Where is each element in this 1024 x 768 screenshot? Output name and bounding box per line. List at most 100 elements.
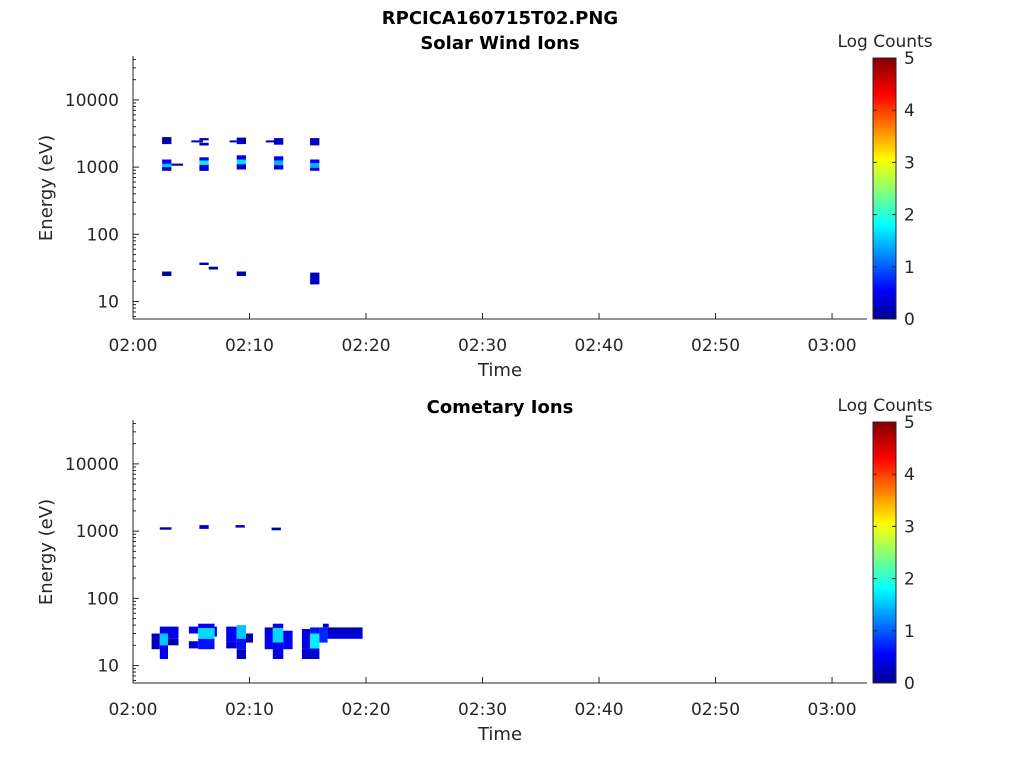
y-tick-label: 100 — [87, 589, 119, 609]
heatmap-cell — [214, 626, 217, 637]
heatmap-cell — [159, 645, 168, 659]
heatmap-cell — [310, 167, 320, 171]
heatmap-cell — [162, 271, 172, 276]
heatmap-cell — [274, 165, 284, 170]
heatmap-cell — [283, 630, 293, 650]
heatmap-cell — [235, 525, 245, 528]
axes: 02:00 02:10 02:20 02:30 02:40 02:50 03:00 10 100… — [65, 420, 867, 720]
heatmap-cell — [198, 638, 215, 650]
x-tick-label: 02:40 — [575, 336, 624, 356]
y-tick-label: 1000 — [76, 522, 119, 542]
heatmap-cell — [310, 272, 320, 285]
panel-title: Solar Wind Ions — [420, 33, 579, 54]
x-tick-label: 02:40 — [575, 700, 624, 720]
heatmap-cell — [246, 633, 253, 643]
x-tick-label: 03:00 — [808, 700, 857, 720]
y-axis-label: Energy (eV) — [36, 499, 57, 605]
heatmap-cell — [327, 627, 363, 634]
heatmap-cell — [236, 649, 246, 659]
colorbar-frame — [872, 421, 897, 684]
heatmap-cell — [198, 623, 215, 629]
heatmap-cell — [274, 138, 284, 145]
x-axis-label: Time — [477, 360, 522, 381]
heatmap-cell — [191, 140, 203, 143]
heatmap-cell — [272, 642, 284, 659]
colorbar-tick-label: 0 — [904, 674, 915, 694]
colorbar-ticks: 0 1 2 3 4 5 — [873, 413, 915, 694]
heatmap-cell — [264, 633, 273, 650]
heatmap-cell — [301, 629, 311, 649]
y-tick-label: 10 — [97, 657, 119, 677]
colorbar-tick-label: 5 — [904, 49, 915, 69]
heatmap-cell — [271, 527, 281, 531]
x-tick-label: 02:30 — [458, 336, 507, 356]
heatmap-cells — [162, 137, 320, 285]
plot-area — [133, 420, 867, 683]
heatmap-cell — [199, 525, 209, 529]
colorbar-tick-label: 2 — [904, 206, 915, 226]
panel-cometary: Cometary Ions 02:00 02:10 02:20 02:30 02:40 0… — [36, 396, 933, 745]
heatmap-cell — [168, 626, 179, 639]
heatmap-cell — [162, 137, 172, 145]
heatmap-cell — [272, 628, 284, 643]
heatmap-cell — [168, 638, 179, 646]
heatmap-cell — [171, 163, 184, 166]
heatmap-cell — [310, 627, 320, 634]
x-tick-label: 02:10 — [225, 700, 274, 720]
heatmap-cell — [229, 140, 237, 143]
heatmap-cell — [162, 167, 172, 171]
x-tick-label: 02:20 — [342, 336, 391, 356]
x-tick-label: 02:50 — [691, 700, 740, 720]
heatmap-cell — [310, 138, 320, 146]
axes: 02:00 02:10 02:20 02:30 02:40 02:50 03:00 10 100… — [65, 56, 867, 356]
panel-solar-wind: Solar Wind Ions 02:00 02:10 02:20 02:30 02:4… — [36, 32, 933, 381]
y-axis-label: Energy (eV) — [36, 135, 57, 241]
colorbar — [873, 422, 896, 683]
y-tick-label: 1000 — [76, 158, 119, 178]
heatmap-cell — [162, 159, 172, 164]
figure-title: RPCICA160715T02.PNG — [382, 8, 618, 29]
heatmap-cell — [301, 648, 320, 659]
y-tick-label: 10000 — [65, 455, 119, 475]
heatmap-cell — [236, 625, 246, 639]
heatmap-cell — [310, 159, 320, 164]
heatmap-cell — [265, 140, 274, 143]
panel-title: Cometary Ions — [427, 397, 574, 418]
heatmap-cell — [188, 641, 199, 649]
x-tick-label: 02:00 — [109, 336, 158, 356]
heatmap-cell — [162, 163, 172, 168]
colorbar-tick-label: 3 — [904, 153, 915, 173]
y-tick-label: 10 — [97, 293, 119, 313]
heatmap-cell — [236, 271, 246, 276]
colorbar-tick-label: 1 — [904, 258, 915, 278]
heatmap-cell — [199, 164, 209, 171]
colorbar-tick-label: 2 — [904, 570, 915, 590]
heatmap-cell — [272, 623, 284, 629]
heatmap-cell — [322, 623, 329, 628]
colorbar-label: Log Counts — [837, 396, 932, 416]
y-tick-label: 10000 — [65, 91, 119, 111]
colorbar-tick-label: 0 — [904, 310, 915, 330]
colorbar-tick-label: 3 — [904, 517, 915, 537]
heatmap-cell — [226, 626, 237, 642]
heatmap-cell — [188, 626, 199, 634]
plot-area — [133, 56, 867, 319]
x-tick-label: 02:30 — [458, 700, 507, 720]
x-axis-label: Time — [477, 724, 522, 745]
heatmap-cell — [159, 633, 168, 646]
colorbar-tick-label: 4 — [904, 101, 915, 121]
heatmap-cell — [198, 628, 215, 639]
heatmap-cell — [264, 627, 273, 634]
heatmap-cell — [226, 641, 237, 649]
heatmap-cell — [310, 163, 320, 168]
heatmap-cell — [199, 160, 209, 165]
y-tick-label: 100 — [87, 225, 119, 245]
heatmap-cell — [274, 156, 284, 161]
heatmap-cell — [199, 157, 209, 161]
x-tick-label: 02:50 — [691, 336, 740, 356]
heatmap-cell — [199, 142, 209, 146]
heatmap-cell — [236, 155, 246, 160]
colorbar-label: Log Counts — [837, 32, 932, 52]
heatmap-cell — [208, 266, 218, 270]
heatmap-cell — [199, 138, 209, 141]
